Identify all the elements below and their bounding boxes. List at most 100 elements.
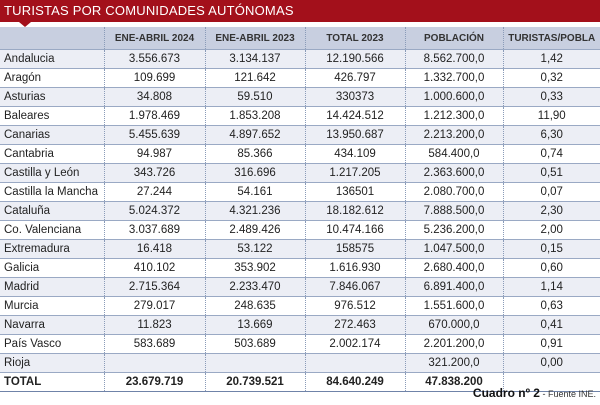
column-header <box>0 27 104 50</box>
table-cell: 248.635 <box>204 296 305 316</box>
header-row: ENE-ABRIL 2024 ENE-ABRIL 2023 TOTAL 2023 PO… <box>0 27 600 50</box>
table-cell: 0,07 <box>502 182 600 202</box>
column-header: ENE-ABRIL 2024 <box>103 27 205 50</box>
table-cell: 2.233.470 <box>204 277 305 297</box>
region-name: Aragón <box>0 68 104 88</box>
table-cell: 54.161 <box>204 182 305 202</box>
table-cell: 18.182.612 <box>304 201 405 221</box>
table-cell: 121.642 <box>204 68 305 88</box>
table-cell <box>103 353 205 373</box>
table-cell: 316.696 <box>204 163 305 183</box>
total-cell <box>502 372 600 392</box>
table-row: Castilla y León 343.726 316.696 1.217.205 2.… <box>0 163 600 183</box>
table-cell: 2,00 <box>502 220 600 240</box>
table-cell <box>204 353 305 373</box>
table-cell: 1.551.600,0 <box>404 296 503 316</box>
total-cell: 20.739.521 <box>204 372 305 392</box>
table-cell: 670.000,0 <box>404 315 503 335</box>
table-cell: 1,42 <box>502 49 600 69</box>
table-cell: 2.201.200,0 <box>404 334 503 354</box>
table-row: Canarias 5.455.639 4.897.652 13.950.687 2.21… <box>0 125 600 145</box>
total-cell: 47.838.200 <box>404 372 503 392</box>
table-cell: 16.418 <box>103 239 205 259</box>
table-cell: 7.846.067 <box>304 277 405 297</box>
table-cell: 4.897.652 <box>204 125 305 145</box>
table-cell: 0,33 <box>502 87 600 107</box>
table-cell: 59.510 <box>204 87 305 107</box>
table-cell: 13.669 <box>204 315 305 335</box>
table-cell: 1,14 <box>502 277 600 297</box>
table-cell: 5.024.372 <box>103 201 205 221</box>
table-cell: 94.987 <box>103 144 205 164</box>
table-cell: 434.109 <box>304 144 405 164</box>
table-cell: 343.726 <box>103 163 205 183</box>
table-cell: 976.512 <box>304 296 405 316</box>
table-row: Galicia 410.102 353.902 1.616.930 2.680.400,… <box>0 258 600 278</box>
total-cell: 84.640.249 <box>304 372 405 392</box>
table-cell <box>304 353 405 373</box>
table-cell: 4.321.236 <box>204 201 305 221</box>
table-cell: 0,74 <box>502 144 600 164</box>
column-header: POBLACIÓN <box>404 27 503 50</box>
table-cell: 503.689 <box>204 334 305 354</box>
table-cell: 11,90 <box>502 106 600 126</box>
table-row: Extremadura 16.418 53.122 158575 1.047.500,0… <box>0 239 600 259</box>
footer-label: Cuadro nº 2 <box>472 386 540 400</box>
table-cell: 1.978.469 <box>103 106 205 126</box>
table-cell: 1.217.205 <box>304 163 405 183</box>
table-cell: 12.190.566 <box>304 49 405 69</box>
table-row: Cantabria 94.987 85.366 434.109 584.400,0 0,7… <box>0 144 600 164</box>
table-row: Murcia 279.017 248.635 976.512 1.551.600,0 0,… <box>0 296 600 316</box>
total-cell: 23.679.719 <box>103 372 205 392</box>
table-cell: 1.047.500,0 <box>404 239 503 259</box>
column-header: TURISTAS/POBLA <box>502 27 600 50</box>
region-name: Cantabria <box>0 144 104 164</box>
region-name: Canarias <box>0 125 104 145</box>
region-name: Andalucia <box>0 49 104 69</box>
region-name: Galicia <box>0 258 104 278</box>
table-cell: 2.715.364 <box>103 277 205 297</box>
region-name: Castilla la Mancha <box>0 182 104 202</box>
region-name: Extremadura <box>0 239 104 259</box>
table-cell: 1.212.300,0 <box>404 106 503 126</box>
table-cell: 34.808 <box>103 87 205 107</box>
table-row: Madrid 2.715.364 2.233.470 7.846.067 6.891.4… <box>0 277 600 297</box>
table-cell: 353.902 <box>204 258 305 278</box>
table-cell: 1.000.600,0 <box>404 87 503 107</box>
table-cell: 3.556.673 <box>103 49 205 69</box>
table-cell: 7.888.500,0 <box>404 201 503 221</box>
table-cell: 0,63 <box>502 296 600 316</box>
table-cell: 1.853.208 <box>204 106 305 126</box>
table-cell: 3.037.689 <box>103 220 205 240</box>
table-cell: 8.562.700,0 <box>404 49 503 69</box>
table-cell: 158575 <box>304 239 405 259</box>
table-row: Aragón 109.699 121.642 426.797 1.332.700,0 0,… <box>0 68 600 88</box>
table-cell: 584.400,0 <box>404 144 503 164</box>
table-row: País Vasco 583.689 503.689 2.002.174 2.201.2… <box>0 334 600 354</box>
table-cell: 5.236.200,0 <box>404 220 503 240</box>
table-row: Cataluña 5.024.372 4.321.236 18.182.612 7.88… <box>0 201 600 221</box>
table-cell: 6,30 <box>502 125 600 145</box>
table-cell: 1.616.930 <box>304 258 405 278</box>
table-cell: 0,51 <box>502 163 600 183</box>
table-cell: 0,91 <box>502 334 600 354</box>
table-row: Navarra 11.823 13.669 272.463 670.000,0 0,41 <box>0 315 600 335</box>
table-cell: 2.002.174 <box>304 334 405 354</box>
table-cell: 2.489.426 <box>204 220 305 240</box>
table-cell: 410.102 <box>103 258 205 278</box>
table-cell: 2,30 <box>502 201 600 221</box>
table-cell: 14.424.512 <box>304 106 405 126</box>
table-row: Rioja 321.200,0 0,00 <box>0 353 600 373</box>
table-cell: 1.332.700,0 <box>404 68 503 88</box>
table-cell: 109.699 <box>103 68 205 88</box>
region-name: Madrid <box>0 277 104 297</box>
table-cell: 13.950.687 <box>304 125 405 145</box>
total-label: TOTAL <box>0 372 104 392</box>
table-cell: 0,32 <box>502 68 600 88</box>
table-cell: 583.689 <box>103 334 205 354</box>
table-title: TURISTAS POR COMUNIDADES AUTÓNOMAS <box>0 0 600 22</box>
region-name: País Vasco <box>0 334 104 354</box>
region-name: Cataluña <box>0 201 104 221</box>
table-row: Castilla la Mancha 27.244 54.161 136501 2.08… <box>0 182 600 202</box>
table-cell: 272.463 <box>304 315 405 335</box>
